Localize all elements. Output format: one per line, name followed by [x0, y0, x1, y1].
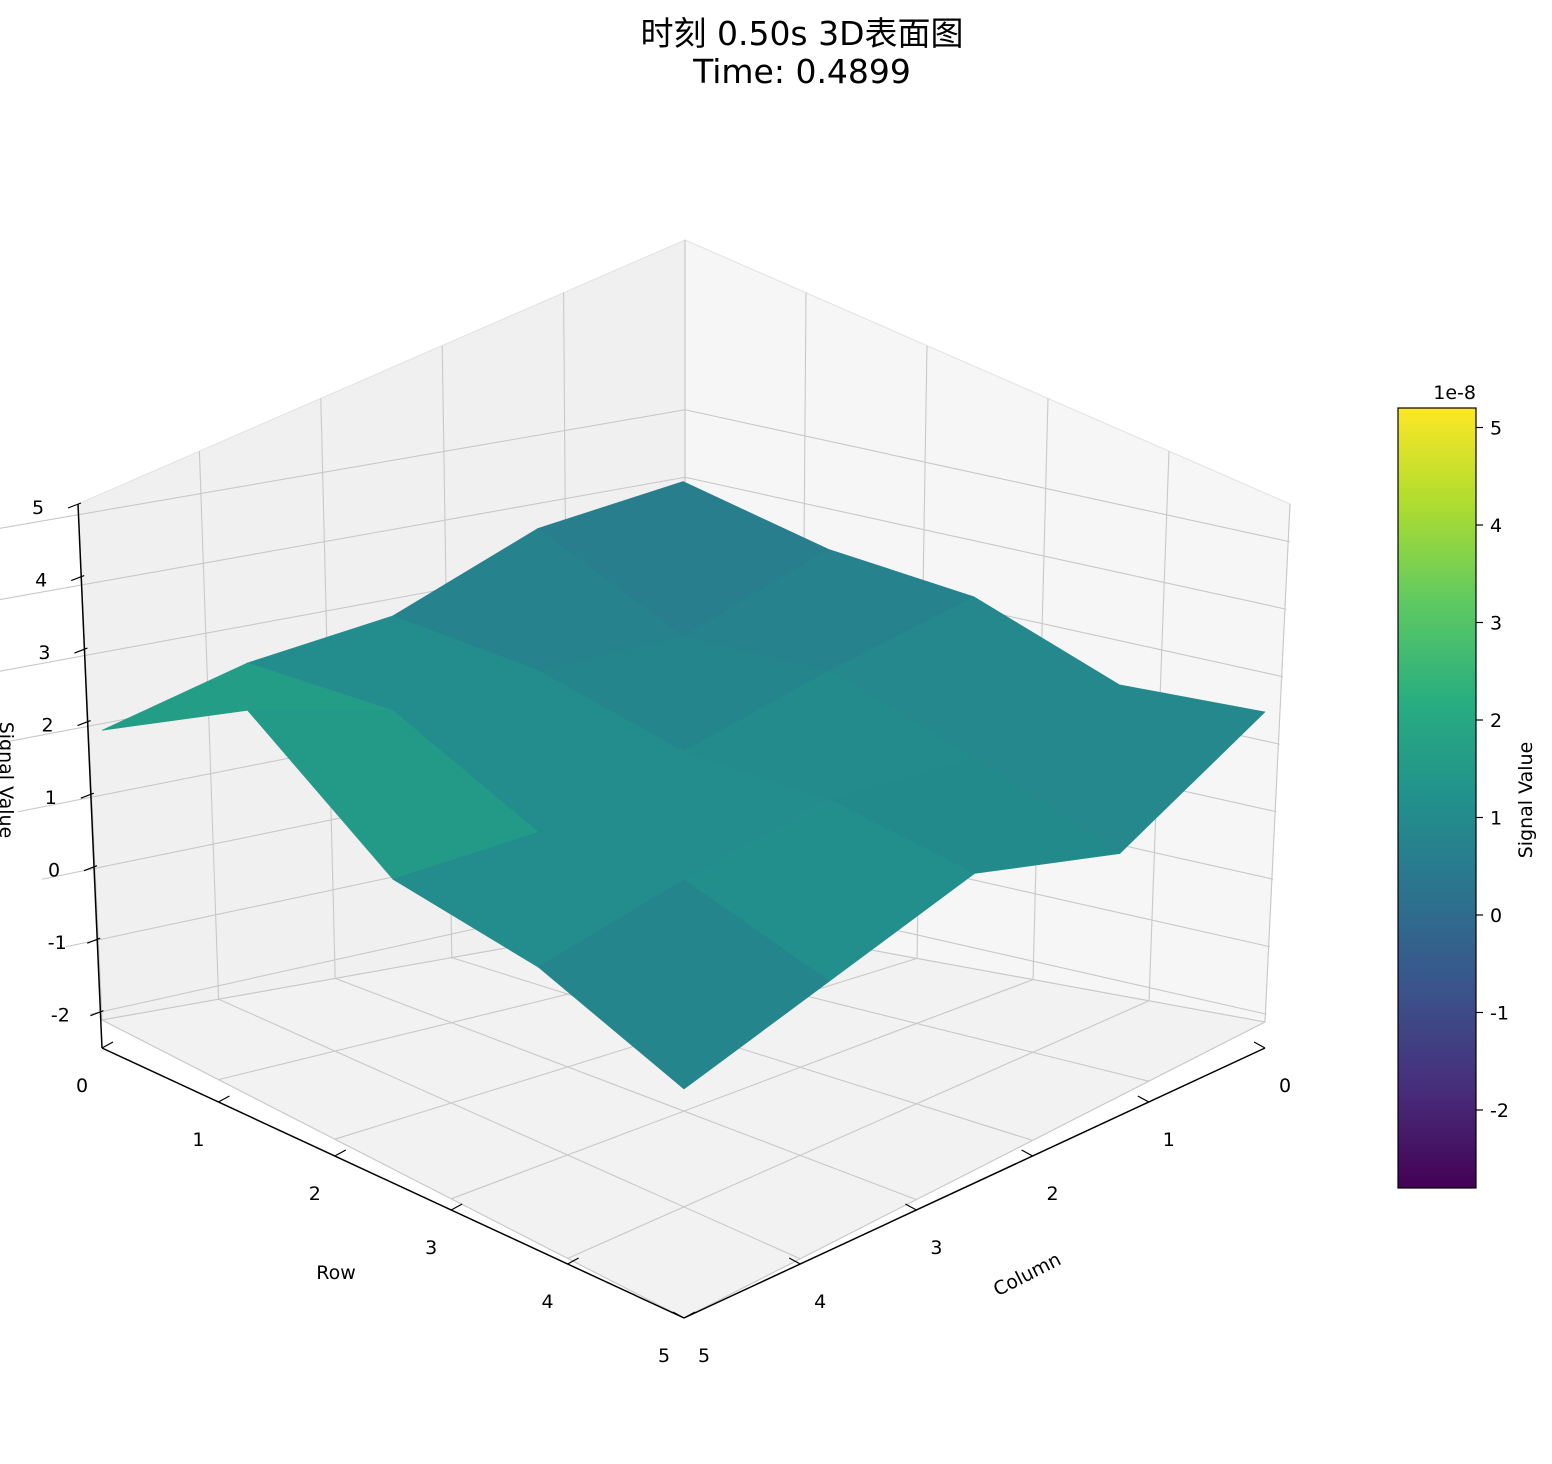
column-tick-mark: [788, 1257, 801, 1265]
colorbar-tick-label: 2: [1490, 710, 1502, 732]
column-tick-label: 1: [1163, 1129, 1175, 1151]
z-tick-mark: [74, 647, 88, 654]
grid-line-z: [0, 409, 686, 529]
grid-line-floor: [335, 977, 917, 1201]
column-tick-mark: [1253, 1041, 1266, 1049]
z-tick-label: 0: [48, 860, 60, 882]
z-tick-mark: [86, 937, 101, 944]
row-tick-mark: [450, 1203, 463, 1211]
colorbar-tick-label: -2: [1490, 1100, 1509, 1122]
z-tick-mark: [70, 574, 85, 582]
column-tick-mark: [905, 1203, 917, 1211]
grid-line-column: [198, 451, 220, 1000]
grid-line-floor: [451, 979, 1034, 1200]
row-axis-ticks: 0 1 2 3 4 5: [76, 1041, 696, 1367]
z-tick-label: 2: [42, 715, 54, 737]
grid-line-floor: [451, 957, 1033, 1141]
z-axis-line: [77, 503, 103, 1049]
colorbar-tick-label: 4: [1490, 515, 1502, 537]
row-tick-mark: [218, 1095, 230, 1103]
row-tick-mark: [101, 1041, 114, 1049]
colorbar-label: Signal Value: [1515, 742, 1537, 859]
z-tick-mark: [80, 792, 95, 799]
column-tick-label: 3: [930, 1237, 942, 1259]
grid-line-floor: [218, 998, 801, 1260]
row-tick-mark: [567, 1257, 579, 1265]
z-tick-mark: [67, 502, 82, 509]
z-tick-label: 5: [32, 497, 44, 519]
z-tick-mark: [83, 865, 98, 872]
column-axis-ticks: 0 1 2 3 4 5: [672, 1041, 1291, 1367]
z-tick-mark: [77, 720, 91, 727]
column-tick-mark: [672, 1311, 685, 1319]
z-tick-label: -2: [51, 1005, 70, 1027]
row-tick-label: 1: [192, 1129, 204, 1151]
colorbar-offset-label: 1e-8: [1433, 382, 1476, 404]
grid-line-z: [684, 409, 1290, 543]
grid-line-floor: [683, 1021, 1266, 1319]
grid-line-floor: [101, 1019, 685, 1319]
grid-line-floor: [567, 1000, 1150, 1259]
colorbar-tick-label: 0: [1490, 905, 1502, 927]
row-tick-label: 2: [309, 1183, 321, 1205]
column-axis-label: Column: [990, 1248, 1065, 1301]
column-axis-line: [683, 1047, 1266, 1319]
row-tick-label: 3: [425, 1237, 437, 1259]
column-tick-mark: [1137, 1095, 1150, 1103]
z-tick-label: 1: [45, 787, 57, 809]
colorbar: [1397, 407, 1477, 1189]
z-tick-mark: [90, 1010, 104, 1017]
colorbar-tick-label: 5: [1490, 418, 1502, 440]
z-tick-label: -1: [48, 932, 67, 954]
column-tick-label: 5: [698, 1345, 710, 1367]
row-tick-mark: [334, 1149, 347, 1157]
row-tick-label: 5: [658, 1345, 670, 1367]
row-axis-line: [101, 1047, 685, 1319]
column-tick-label: 0: [1279, 1075, 1291, 1097]
chart-subtitle: Time: 0.4899: [692, 52, 911, 91]
z-axis-ticks: -2 -1 0 1 2 3 4 5: [32, 497, 104, 1027]
colorbar-ticks: -2 -1 0 1 2 3 4 5: [1476, 418, 1509, 1122]
chart-title: 时刻 0.50s 3D表面图: [640, 14, 963, 53]
row-tick-mark: [683, 1311, 696, 1319]
grid-line-z: [0, 476, 686, 601]
row-axis-label: Row: [316, 1262, 356, 1284]
row-tick-label: 4: [542, 1291, 554, 1313]
column-tick-label: 4: [814, 1291, 826, 1313]
z-tick-label: 4: [35, 570, 47, 592]
surface-mesh: [101, 481, 1266, 1090]
column-tick-label: 2: [1047, 1183, 1059, 1205]
colorbar-tick-label: 3: [1490, 613, 1502, 635]
grid-line-row: [1264, 503, 1291, 1023]
z-tick-label: 3: [38, 642, 50, 664]
colorbar-tick-label: -1: [1490, 1003, 1509, 1025]
colorbar-tick-label: 1: [1490, 808, 1502, 830]
z-axis-label: Signal Value: [0, 722, 17, 839]
row-tick-label: 0: [76, 1075, 88, 1097]
column-tick-mark: [1021, 1149, 1033, 1157]
surface-patch: [537, 879, 830, 1090]
grid-line-z: [684, 476, 1287, 610]
